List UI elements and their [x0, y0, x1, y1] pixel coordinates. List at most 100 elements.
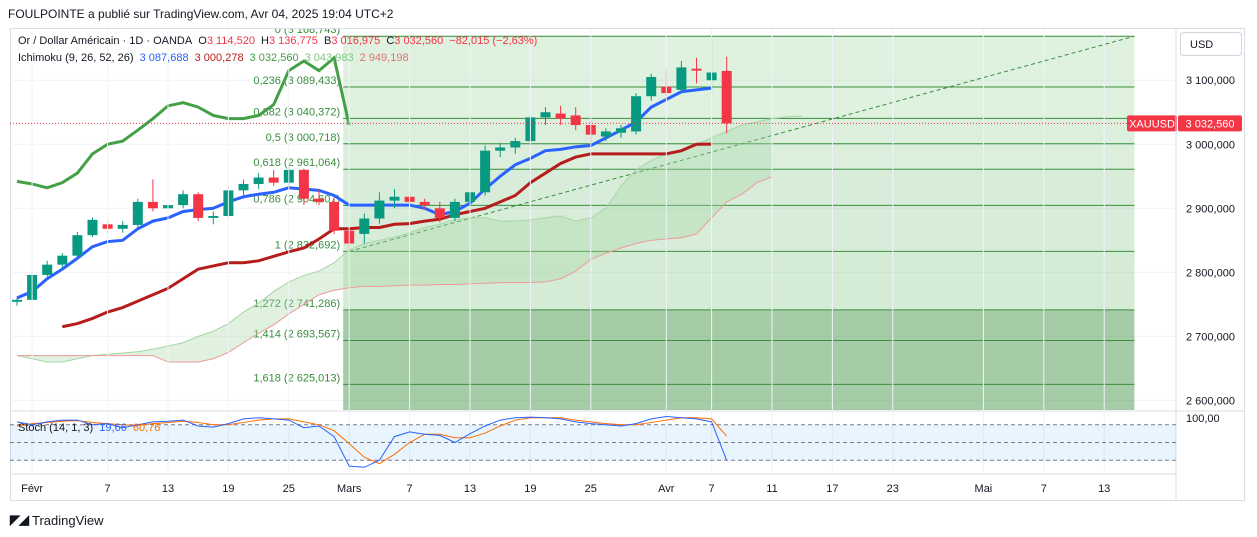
- y-tick-label: 2 900,000: [1186, 203, 1235, 215]
- fib-level-label: 0,786 (2 904,607): [253, 193, 340, 205]
- stoch-d-value: 60,76: [132, 422, 161, 434]
- candle-body: [646, 77, 657, 97]
- y-tick-label: 2 700,000: [1186, 331, 1235, 343]
- fib-zone: [343, 340, 1135, 385]
- candle-body: [540, 112, 551, 118]
- fib-zone: [343, 251, 1135, 310]
- x-tick-label: 7: [407, 483, 413, 495]
- candle-body: [510, 141, 521, 148]
- ohlc-close: 3 032,560: [394, 35, 444, 47]
- candle-body: [480, 150, 491, 193]
- ohlc-close-label: C: [386, 35, 395, 47]
- candle-body: [132, 201, 143, 225]
- fib-level-label: 0,236 (3 089,433): [253, 75, 340, 87]
- y-tick-label: 3 100,000: [1186, 75, 1235, 87]
- candle-body: [72, 235, 83, 256]
- fib-level-label: 0,618 (2 961,064): [253, 157, 340, 169]
- y-tick-label: 2 600,000: [1186, 395, 1235, 407]
- price-tag-bg: [1178, 115, 1242, 132]
- x-tick-label: 7: [1041, 483, 1047, 495]
- candle-body: [676, 67, 687, 90]
- candle-body: [616, 128, 626, 133]
- ohlc-open: 3 114,520: [206, 35, 255, 47]
- x-tick-label: Avr: [658, 483, 675, 495]
- ichimoku-chikou-value: 3 032,560: [249, 52, 299, 64]
- candle-body: [329, 201, 340, 231]
- x-tick-label: 25: [283, 483, 295, 495]
- candle-body: [691, 68, 702, 71]
- symbol-legend: Or / Dollar Américain · 1D · OANDA O3 11…: [18, 35, 540, 47]
- chart-frame: [10, 28, 1245, 501]
- stoch-k-line: [16, 416, 728, 468]
- candle-body: [434, 208, 445, 218]
- x-tick-label: 11: [766, 483, 777, 495]
- candle-body: [253, 177, 264, 184]
- stoch-k-value: 19,66: [99, 422, 127, 434]
- fib-zone: [343, 118, 1135, 144]
- ohlc-low-label: B: [323, 35, 332, 47]
- x-tick-label: 13: [464, 483, 476, 495]
- x-tick-label: 25: [585, 483, 597, 495]
- footer-brand: TradingView: [32, 512, 104, 528]
- stoch-y-tick-label: 100,00: [1186, 413, 1220, 425]
- x-tick-label: 23: [887, 483, 899, 495]
- ichimoku-kijun-line: [61, 142, 712, 329]
- x-tick-label: 17: [826, 483, 838, 495]
- fib-trend-line: [349, 35, 1135, 252]
- candle-body: [193, 194, 204, 218]
- candle-body: [12, 299, 22, 302]
- candle-body: [631, 96, 642, 132]
- price-tag: 3 032,560: [1186, 118, 1235, 130]
- candle-body: [600, 131, 611, 137]
- publisher-header: FOULPOINTE a publié sur TradingView.com,…: [8, 7, 394, 21]
- x-tick-label: 19: [222, 483, 234, 495]
- candle-body: [268, 177, 279, 183]
- symbol-tag-bg: [1127, 115, 1177, 132]
- x-tick-label: Mai: [975, 483, 993, 495]
- x-tick-label: 7: [709, 483, 715, 495]
- ichimoku-tenkan-value: 3 087,688: [139, 52, 189, 64]
- symbol-title[interactable]: Or / Dollar Américain · 1D · OANDA: [18, 35, 193, 47]
- candle-body: [208, 215, 219, 218]
- fib-level-label: 1,618 (2 625,013): [253, 372, 340, 384]
- fib-level-label: 0 (3 168,743): [275, 24, 340, 36]
- fib-level-label: 0,5 (3 000,718): [266, 132, 341, 144]
- symbol-tag: XAUUSD: [1129, 118, 1175, 130]
- ichimoku-cloud: [17, 118, 772, 362]
- candle-body: [721, 70, 732, 124]
- candle-body: [42, 264, 53, 275]
- ichimoku-kijun-value: 3 000,278: [194, 52, 244, 64]
- currency-selector-button[interactable]: USD: [1180, 32, 1242, 56]
- y-tick-label: 3 000,000: [1186, 139, 1235, 151]
- x-tick-label: 19: [524, 483, 536, 495]
- x-tick-label: 13: [162, 483, 174, 495]
- fib-zone: [343, 86, 1135, 119]
- ohlc-high: 3 136,775: [268, 35, 318, 47]
- candle-body: [238, 183, 249, 191]
- candle-body: [570, 115, 581, 126]
- fib-zone: [343, 36, 1135, 87]
- fib-zone: [343, 309, 1135, 341]
- ichimoku-title[interactable]: Ichimoku (9, 26, 52, 26): [18, 52, 134, 64]
- fib-level-label: 1,414 (2 693,567): [253, 328, 340, 340]
- ohlc-open-label: O: [198, 35, 207, 47]
- candle-body: [374, 200, 385, 219]
- fib-zone: [343, 205, 1135, 252]
- candle-body: [314, 198, 324, 202]
- candle-body: [178, 194, 189, 206]
- x-tick-label: 13: [1098, 483, 1110, 495]
- candle-body: [298, 169, 309, 199]
- stoch-title[interactable]: Stoch (14, 1, 3): [18, 422, 94, 434]
- candle-body: [87, 219, 98, 236]
- fib-zone: [343, 143, 1135, 170]
- fib-level-label: 0,382 (3 040,372): [253, 106, 340, 118]
- fib-level-label: 1,272 (2 741,286): [253, 298, 340, 310]
- ichimoku-span-b-line: [17, 176, 773, 363]
- footer: ◤◢ TradingView: [10, 512, 104, 528]
- candle-body: [57, 255, 68, 265]
- candle-body: [359, 218, 370, 234]
- ichimoku-tenkan-line: [16, 86, 712, 300]
- x-tick-label: Févr: [21, 483, 43, 495]
- tradingview-logo-icon: ◤◢: [10, 512, 29, 527]
